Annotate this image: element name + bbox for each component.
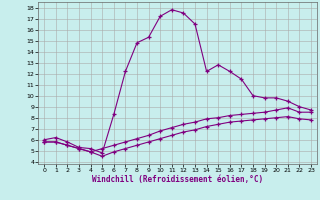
X-axis label: Windchill (Refroidissement éolien,°C): Windchill (Refroidissement éolien,°C) <box>92 175 263 184</box>
